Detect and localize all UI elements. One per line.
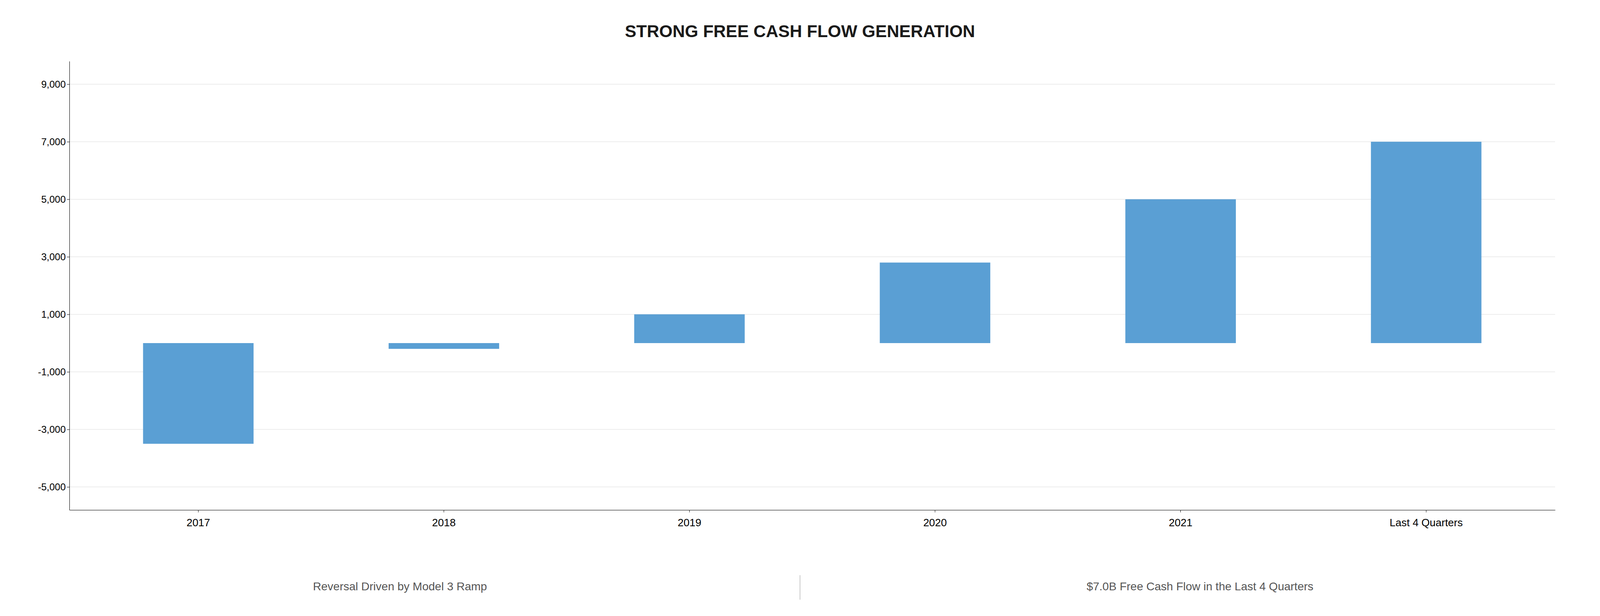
x-tick-mark xyxy=(197,510,199,513)
x-tick-label: 2021 xyxy=(1168,516,1193,529)
bar xyxy=(388,343,500,349)
y-tick-label: -1,000 xyxy=(37,366,66,378)
footer: Reversal Driven by Model 3 Ramp $7.0B Fre… xyxy=(313,575,1314,600)
y-tick-mark xyxy=(66,84,70,85)
grid-line xyxy=(69,256,1556,258)
bar xyxy=(879,262,991,344)
y-axis: -5,000 -3,000 -1,000 1,000 3,000 5,000 7,000 9,… xyxy=(37,61,70,511)
y-tick-mark xyxy=(66,372,70,373)
bar xyxy=(634,314,745,344)
grid-line xyxy=(69,486,1556,488)
grid-line xyxy=(69,371,1556,373)
x-tick-label: 2019 xyxy=(677,516,702,529)
y-tick-label: 9,000 xyxy=(41,78,66,90)
y-tick: -3,000 xyxy=(37,424,70,436)
y-tick-mark xyxy=(66,256,70,258)
y-tick: -5,000 xyxy=(37,481,70,493)
y-tick: 5,000 xyxy=(41,193,70,205)
x-axis-line xyxy=(69,510,1556,511)
grid-line xyxy=(69,314,1556,315)
grid-line xyxy=(69,429,1556,430)
annotation: Reversal Driven by Model 3 Ramp xyxy=(313,580,487,594)
bars xyxy=(142,141,1482,444)
y-tick-mark xyxy=(66,487,70,488)
grid-line xyxy=(69,199,1556,200)
y-tick: 1,000 xyxy=(41,308,70,320)
y-tick-label: 7,000 xyxy=(41,136,66,148)
x-tick-mark xyxy=(443,510,445,513)
bar xyxy=(1371,141,1482,344)
x-tick: 2021 xyxy=(1168,510,1193,529)
bar xyxy=(142,343,254,445)
y-tick: -1,000 xyxy=(37,366,70,378)
y-tick: 9,000 xyxy=(41,78,70,90)
x-tick-label: 2018 xyxy=(432,516,456,529)
y-tick-label: 3,000 xyxy=(41,251,66,263)
x-tick-mark xyxy=(1180,510,1181,513)
y-tick: 3,000 xyxy=(41,251,70,263)
grid-line xyxy=(69,84,1556,85)
chart: STRONG FREE CASH FLOW GENERATION -5,000 -3… xyxy=(0,0,1600,616)
y-tick-mark xyxy=(66,314,70,316)
y-axis-line xyxy=(69,61,70,511)
x-tick-mark xyxy=(934,510,936,513)
y-tick-mark xyxy=(66,199,70,200)
x-tick: 2017 xyxy=(186,510,211,529)
x-tick-label: 2020 xyxy=(923,516,947,529)
y-tick-label: -5,000 xyxy=(37,481,66,493)
x-tick: 2020 xyxy=(923,510,947,529)
y-tick-label: 5,000 xyxy=(41,193,66,205)
x-tick: 2018 xyxy=(432,510,456,529)
grid-line xyxy=(69,141,1556,143)
x-axis: 2017 2018 2019 2020 2021 Last 4 Quarters xyxy=(69,510,1556,529)
y-tick-label: -3,000 xyxy=(37,424,66,436)
x-tick: Last 4 Quarters xyxy=(1389,510,1463,529)
bar xyxy=(1125,199,1236,344)
y-tick-mark xyxy=(66,429,70,431)
annotation: $7.0B Free Cash Flow in the Last 4 Quart… xyxy=(1086,580,1314,594)
x-tick-mark xyxy=(689,510,690,513)
title: STRONG FREE CASH FLOW GENERATION xyxy=(624,21,976,41)
x-tick-mark xyxy=(1426,510,1427,513)
grid xyxy=(69,84,1556,487)
x-tick: 2019 xyxy=(677,510,702,529)
y-tick-label: 1,000 xyxy=(41,308,66,320)
x-tick-label: 2017 xyxy=(186,516,211,529)
plot: -5,000 -3,000 -1,000 1,000 3,000 5,000 7,000 9,… xyxy=(37,61,1556,530)
y-tick: 7,000 xyxy=(41,136,70,148)
y-tick-mark xyxy=(66,141,70,143)
x-tick-label: Last 4 Quarters xyxy=(1389,516,1463,529)
footer-divider xyxy=(799,575,801,600)
